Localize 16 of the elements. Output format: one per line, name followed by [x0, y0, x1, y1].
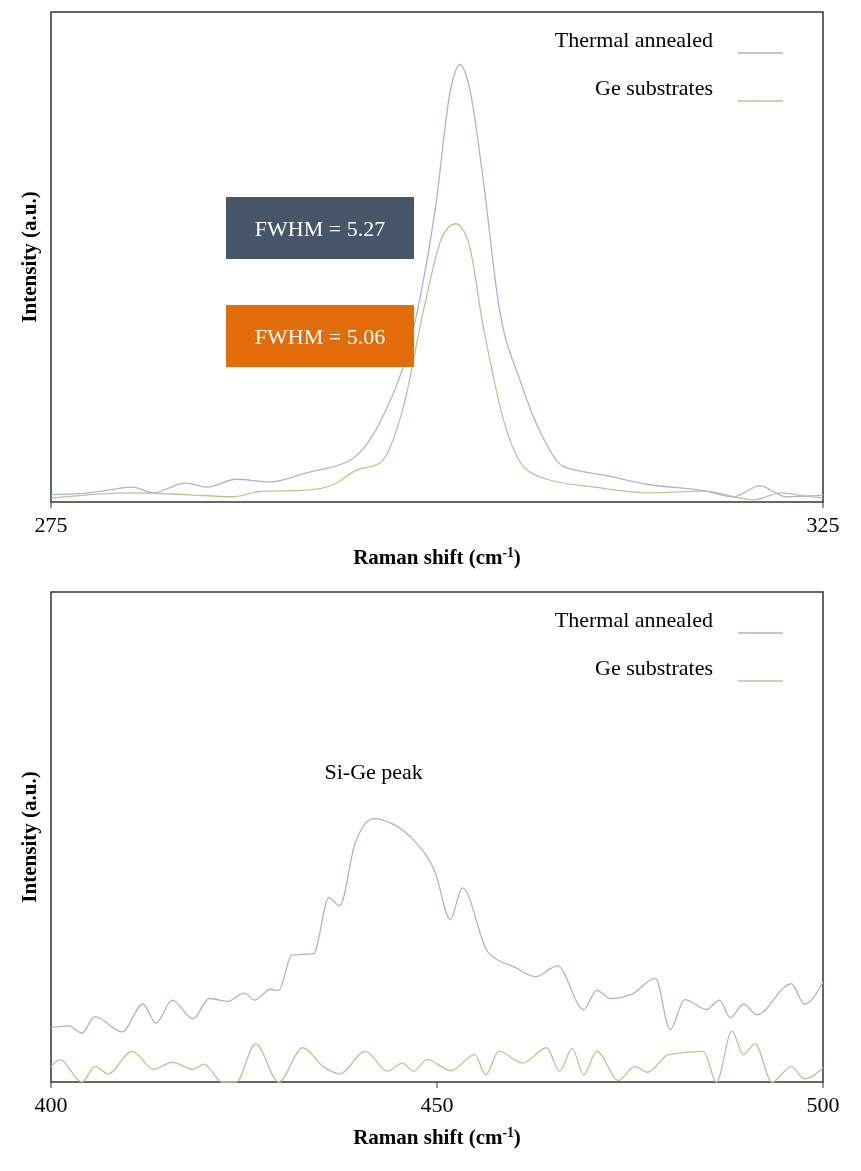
legend-label: Thermal annealed [554, 607, 713, 632]
annotation: FWHM = 5.27 [254, 216, 386, 241]
x-tick-label: 450 [420, 1092, 454, 1117]
y-axis-title: Intensity (a.u.) [17, 771, 41, 903]
y-axis-title: Intensity (a.u.) [17, 191, 41, 323]
legend-label: Thermal annealed [554, 27, 713, 52]
x-tick-label: 275 [34, 512, 68, 537]
x-tick-label: 325 [806, 512, 840, 537]
x-tick-label: 500 [806, 1092, 840, 1117]
legend-label: Ge substrates [595, 75, 713, 100]
annotation: FWHM = 5.06 [254, 324, 386, 349]
x-tick-label: 400 [34, 1092, 68, 1117]
legend-label: Ge substrates [595, 655, 713, 680]
x-axis-title: Raman shift (cm$^{-1}$) [353, 1124, 521, 1149]
annotation: Si-Ge peak [324, 758, 423, 784]
x-axis-title: Raman shift (cm$^{-1}$) [353, 544, 521, 569]
